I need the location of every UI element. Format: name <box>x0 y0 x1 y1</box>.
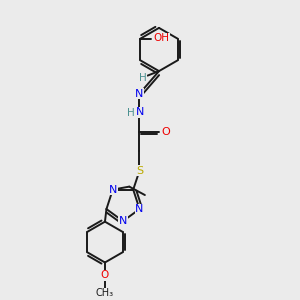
Text: N: N <box>119 216 127 226</box>
Text: N: N <box>135 88 144 99</box>
Text: H: H <box>127 108 135 118</box>
Text: N: N <box>135 204 144 214</box>
Text: CH₃: CH₃ <box>96 288 114 298</box>
Text: H: H <box>139 73 146 83</box>
Text: OH: OH <box>153 33 169 43</box>
Text: S: S <box>136 166 143 176</box>
Text: O: O <box>101 270 109 280</box>
Text: O: O <box>161 127 170 137</box>
Text: N: N <box>109 184 117 195</box>
Text: N: N <box>136 107 144 117</box>
